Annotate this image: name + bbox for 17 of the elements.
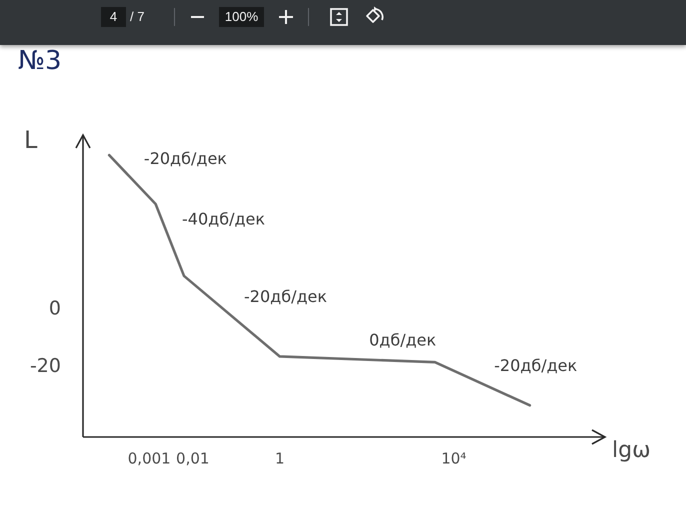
annotation: -20дб/дек	[244, 287, 328, 306]
annotation: 0дб/дек	[369, 330, 436, 350]
x-tick-label: 0,001	[128, 450, 171, 468]
page-number-field: 4	[101, 7, 126, 27]
y-tick-label: 0	[48, 297, 61, 320]
text: / 7	[130, 9, 144, 25]
y-tick-label: -20	[30, 354, 61, 377]
chart-title: №3	[18, 46, 62, 76]
x-axis-title: lgω	[612, 438, 650, 463]
y-axis-title: L	[24, 126, 38, 154]
x-tick-label: 0,01	[176, 450, 210, 468]
annotation: -20дб/дек	[494, 356, 578, 376]
x-tick-label: 1	[274, 450, 285, 468]
x-tick-label: 10⁴	[441, 450, 466, 468]
zoom-field: 100%	[219, 7, 264, 27]
annotation: -40дб/дек	[182, 210, 266, 229]
annotation: -20дб/дек	[144, 149, 228, 168]
